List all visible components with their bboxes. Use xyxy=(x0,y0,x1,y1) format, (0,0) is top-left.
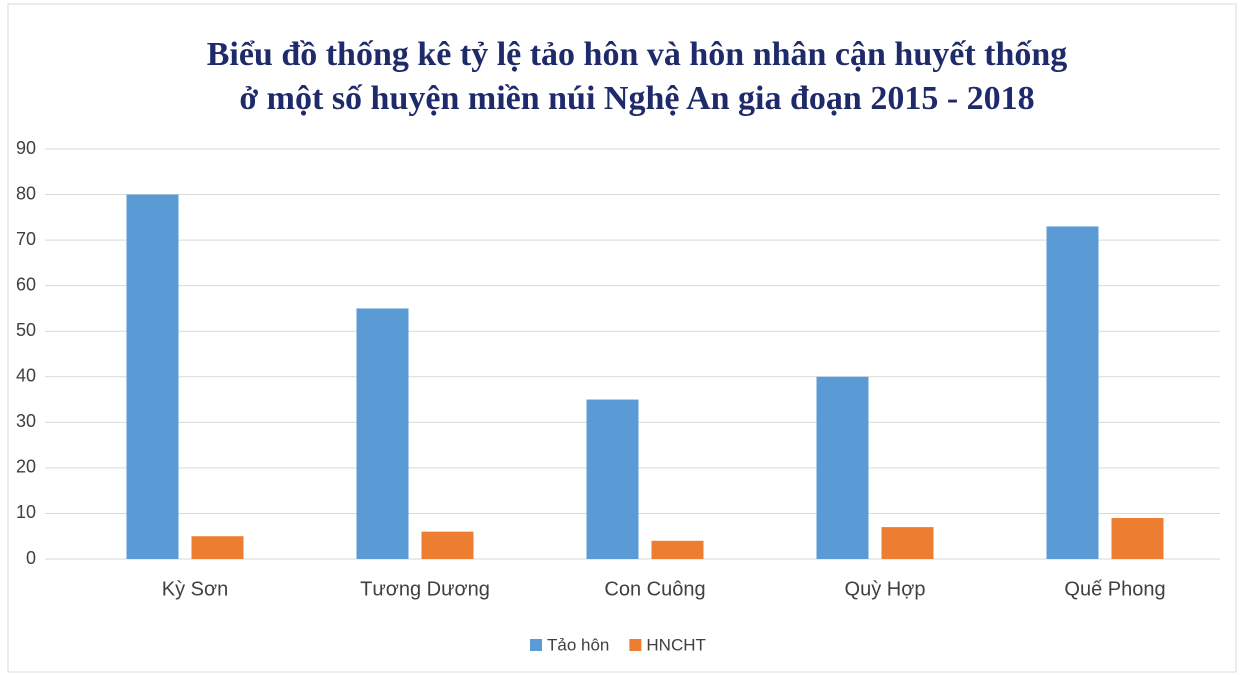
y-tick-label: 70 xyxy=(16,229,36,249)
bar xyxy=(126,194,179,560)
chart-title: ở một số huyện miền núi Nghệ An gia đoạn… xyxy=(239,80,1034,117)
chart-frame xyxy=(7,3,1237,673)
bar xyxy=(651,540,704,559)
y-tick-label: 10 xyxy=(16,502,36,522)
x-tick-label: Tương Dương xyxy=(360,578,490,600)
legend-swatch xyxy=(629,639,642,651)
y-tick-label: 0 xyxy=(26,548,36,568)
y-tick-label: 80 xyxy=(16,183,36,203)
bar xyxy=(816,376,869,559)
bar xyxy=(356,308,409,559)
y-tick-label: 30 xyxy=(16,411,36,431)
x-tick-label: Quỳ Hợp xyxy=(845,578,926,600)
x-tick-label: Kỳ Sơn xyxy=(162,578,228,600)
y-tick-label: 60 xyxy=(16,274,36,294)
legend-label: Tảo hôn xyxy=(547,635,609,654)
bar xyxy=(881,527,934,559)
bar xyxy=(1111,518,1164,559)
bar xyxy=(1046,226,1099,559)
x-tick-label: Quế Phong xyxy=(1064,578,1165,600)
chart-title: Biểu đồ thống kê tỷ lệ tảo hôn và hôn nh… xyxy=(207,36,1068,73)
y-tick-label: 40 xyxy=(16,366,36,386)
x-tick-label: Con Cuông xyxy=(604,578,705,600)
legend-label: HNCHT xyxy=(646,635,706,654)
y-tick-label: 50 xyxy=(16,320,36,340)
bar xyxy=(191,536,244,559)
bar xyxy=(421,531,474,559)
y-tick-label: 90 xyxy=(16,138,36,158)
y-tick-label: 20 xyxy=(16,457,36,477)
legend-swatch xyxy=(530,639,542,651)
bar xyxy=(586,399,639,559)
